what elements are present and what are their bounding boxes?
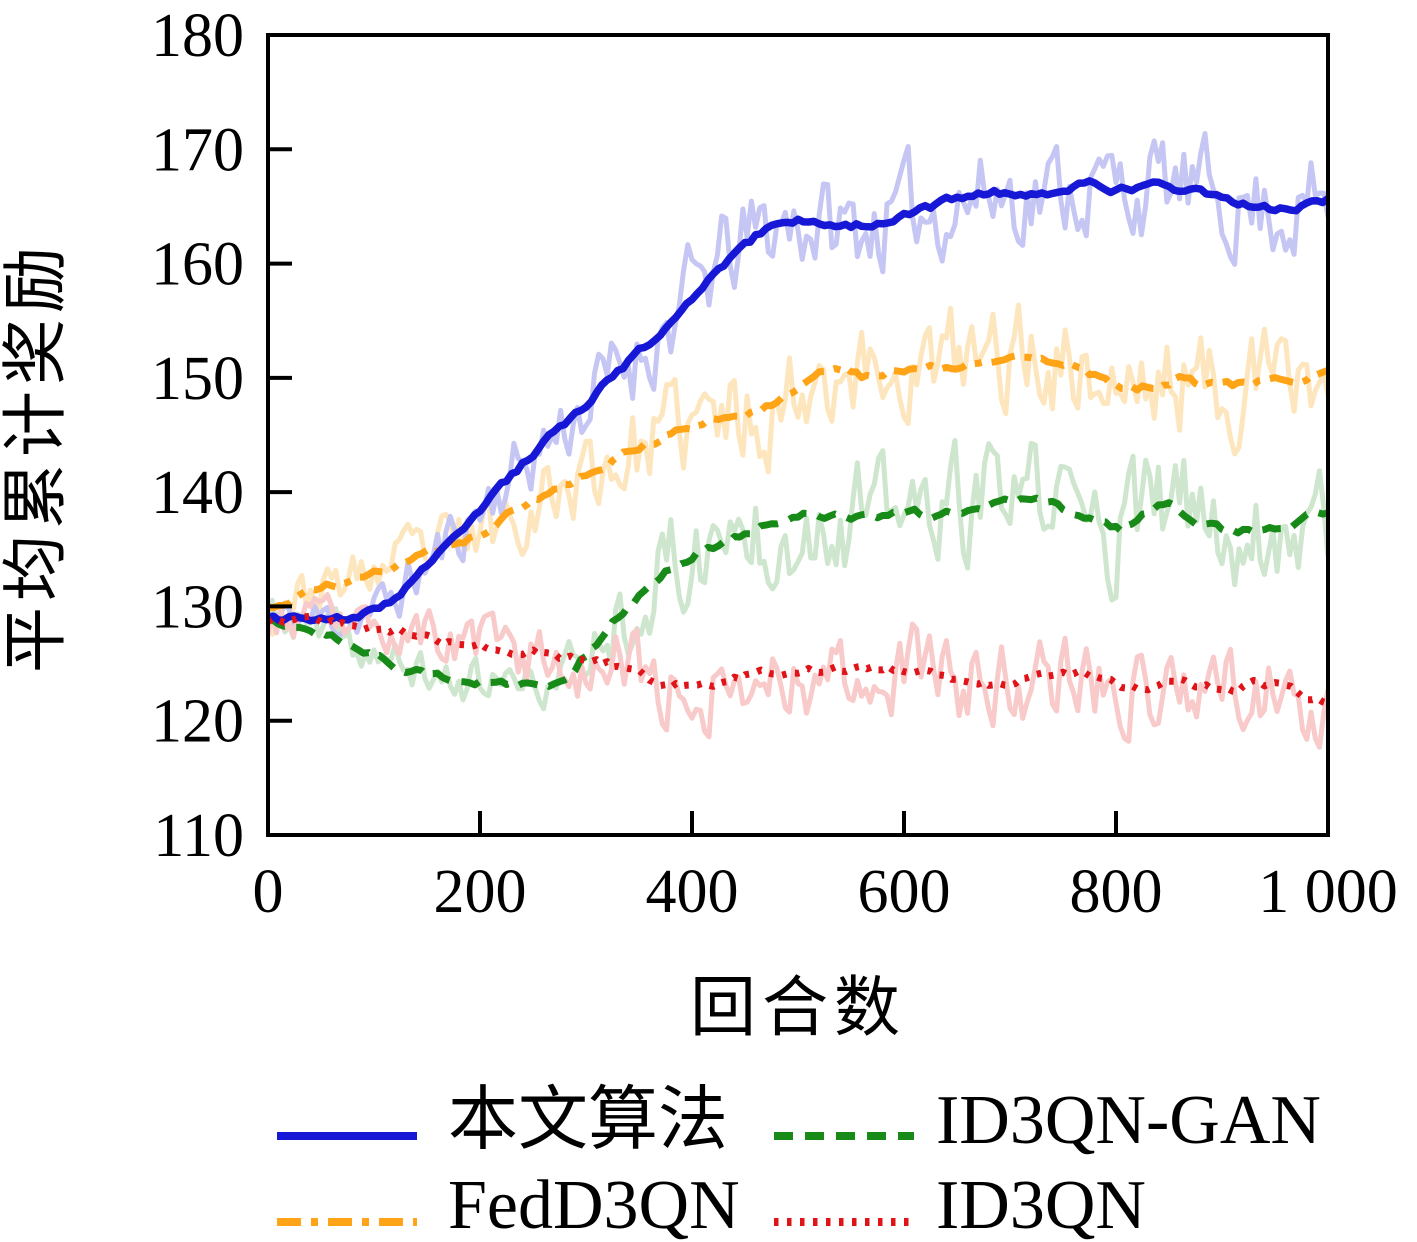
x-tick-label-800: 800 bbox=[1070, 858, 1163, 926]
x-tick-label-0: 0 bbox=[253, 858, 284, 926]
plot-frame bbox=[266, 33, 1330, 837]
raw-line-1 bbox=[268, 302, 1328, 637]
raw-line-3 bbox=[268, 592, 1328, 750]
y-tick-label-130: 130 bbox=[151, 573, 244, 641]
x-tick-label-200: 200 bbox=[434, 858, 527, 926]
x-tick-label-1 000: 1 000 bbox=[1258, 858, 1398, 926]
x-tick-label-600: 600 bbox=[858, 858, 951, 926]
legend-label-proposed: 本文算法 bbox=[448, 1082, 728, 1159]
smoothed-line-0 bbox=[268, 177, 1328, 625]
y-tick-label-120: 120 bbox=[151, 688, 244, 756]
smoothed-line-3 bbox=[268, 612, 1328, 707]
legend-label-id3qn: ID3QN bbox=[936, 1167, 1146, 1242]
raw-line-2 bbox=[268, 438, 1328, 712]
y-axis-label: 平均累计奖励 bbox=[0, 241, 73, 673]
legend: 本文算法 ID3QN-GAN FedD3QN ID3QN bbox=[277, 1082, 1321, 1242]
smoothed-series-lines bbox=[268, 177, 1328, 707]
y-tick-label-140: 140 bbox=[151, 459, 244, 527]
x-axis-label: 回合数 bbox=[690, 972, 906, 1045]
smoothed-line-1 bbox=[268, 352, 1328, 612]
smoothed-line-2 bbox=[268, 494, 1328, 690]
x-tick-label-400: 400 bbox=[646, 858, 739, 926]
y-tick-label-110: 110 bbox=[153, 802, 244, 870]
legend-label-id3qn-gan: ID3QN-GAN bbox=[936, 1082, 1321, 1159]
raw-line-0 bbox=[268, 131, 1328, 638]
y-tick-label-180: 180 bbox=[151, 2, 244, 70]
y-tick-label-170: 170 bbox=[151, 116, 244, 184]
axes-ticks: 110 120 130 140 150 160 170 180 0 200 400 600 800 1 0… bbox=[151, 2, 1398, 926]
raw-series-lines bbox=[268, 131, 1328, 750]
legend-label-fedd3qn: FedD3QN bbox=[448, 1167, 740, 1242]
y-tick-label-160: 160 bbox=[151, 231, 244, 299]
y-tick-label-150: 150 bbox=[151, 345, 244, 413]
